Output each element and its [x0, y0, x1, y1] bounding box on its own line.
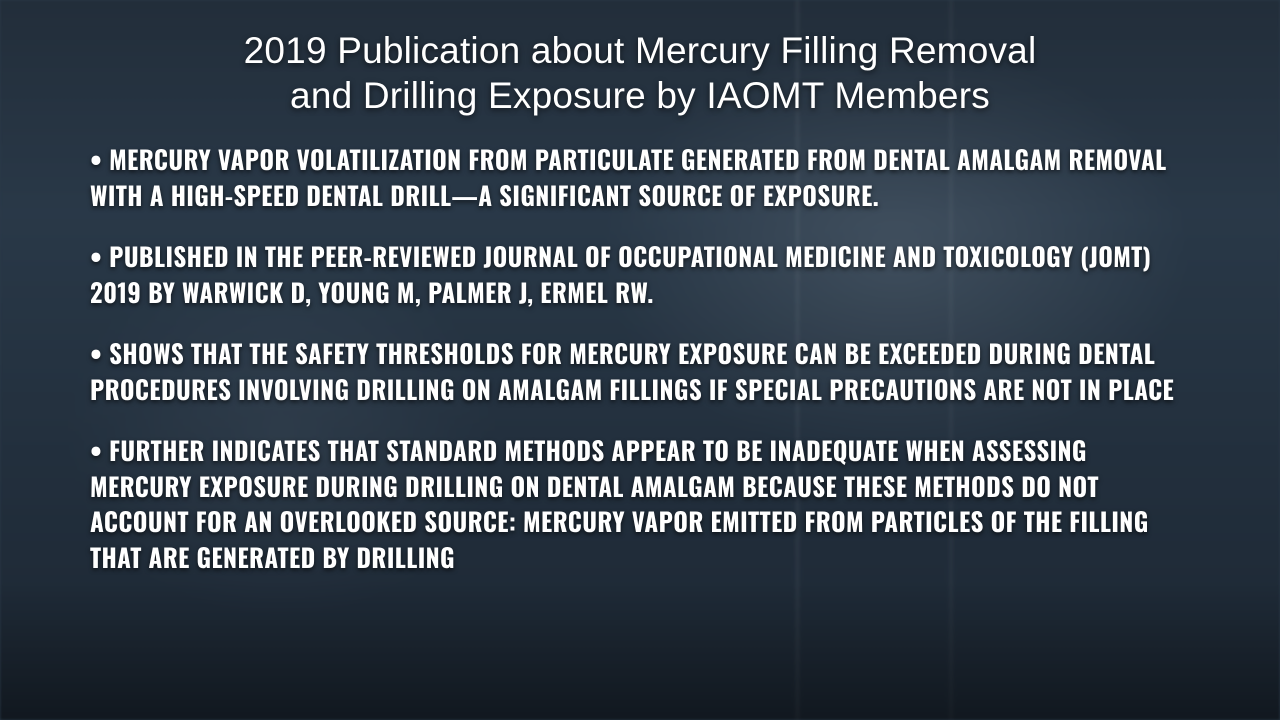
bullet-item: Shows that the safety thresholds for mer…: [90, 336, 1190, 407]
bullet-item: Mercury vapor volatilization from partic…: [90, 142, 1190, 213]
bullet-item: Published in the peer-reviewed Journal o…: [90, 239, 1190, 310]
bullet-list: Mercury vapor volatilization from partic…: [88, 142, 1192, 575]
slide-title: 2019 Publication about Mercury Filling R…: [88, 28, 1192, 118]
bullet-item: Further indicates that standard methods …: [90, 433, 1190, 575]
title-line-1: 2019 Publication about Mercury Filling R…: [244, 30, 1037, 71]
title-line-2: and Drilling Exposure by IAOMT Members: [290, 75, 990, 116]
slide-container: 2019 Publication about Mercury Filling R…: [0, 0, 1280, 720]
